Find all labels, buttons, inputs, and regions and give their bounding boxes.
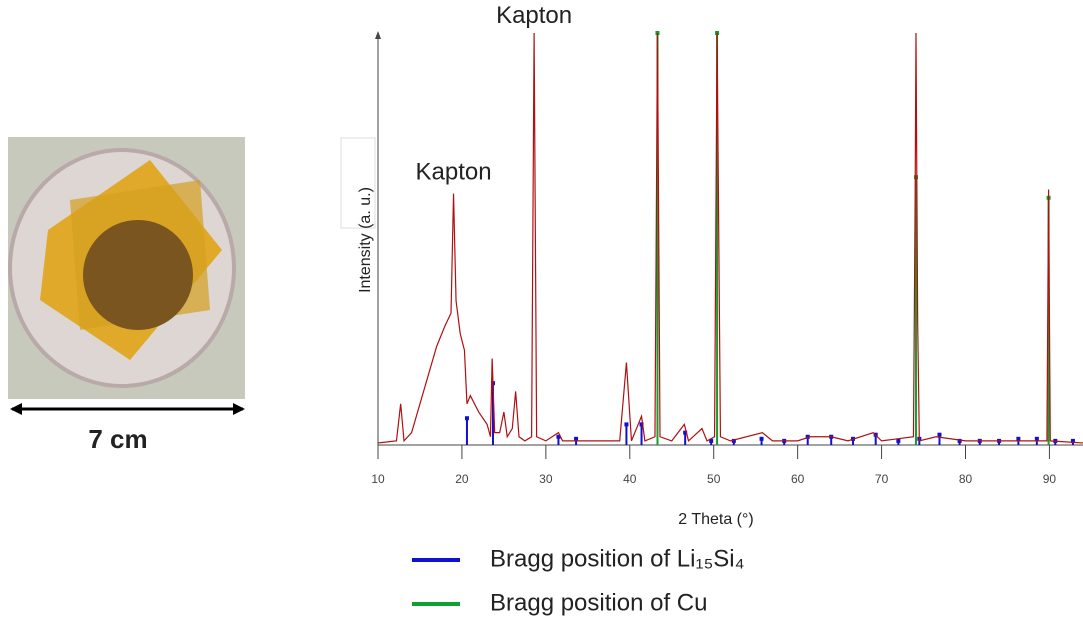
bragg-dot bbox=[556, 434, 561, 439]
bragg-dot bbox=[683, 430, 688, 435]
bragg-dot bbox=[937, 432, 942, 437]
y-axis-arrow bbox=[375, 31, 381, 39]
x-tick-label: 50 bbox=[707, 472, 721, 486]
x-tick-label: 40 bbox=[623, 472, 637, 486]
legend-label: Bragg position of Li₁₅Si₄ bbox=[490, 545, 744, 572]
x-tick-label: 70 bbox=[875, 472, 889, 486]
bragg-dot bbox=[913, 175, 918, 180]
bragg-dot bbox=[624, 422, 629, 427]
bragg-dot bbox=[639, 422, 644, 427]
bragg-dot bbox=[464, 416, 469, 421]
annotation: Kapton bbox=[496, 2, 572, 29]
pattern-line bbox=[377, 32, 1083, 444]
x-tick-label: 20 bbox=[455, 472, 469, 486]
chart: 10 20 30 40 50 60 70 80 90 2 Theta (°) Intensity (… bbox=[340, 2, 1083, 616]
bragg-dot bbox=[1034, 436, 1039, 441]
y-label-box bbox=[340, 137, 376, 229]
annotation: Kapton bbox=[415, 158, 491, 185]
x-axis-title: 2 Theta (°) bbox=[678, 511, 753, 528]
sample-photo: 7 cm bbox=[8, 137, 245, 454]
bragg-dot bbox=[759, 436, 764, 441]
bragg-dot bbox=[1070, 438, 1075, 443]
bragg-dot bbox=[709, 438, 714, 443]
bragg-dot bbox=[805, 434, 810, 439]
bragg-dot bbox=[574, 436, 579, 441]
x-tick-label: 10 bbox=[371, 472, 385, 486]
x-tick-label: 60 bbox=[791, 472, 805, 486]
x-tick-label: 30 bbox=[539, 472, 553, 486]
legend-label: Bragg position of Cu bbox=[490, 589, 707, 616]
x-tick-label: 90 bbox=[1043, 472, 1057, 486]
y-axis-title: Intensity (a. u.) bbox=[357, 187, 374, 293]
bragg-dot bbox=[731, 438, 736, 443]
bragg-dot bbox=[957, 438, 962, 443]
x-tick-label: 80 bbox=[959, 472, 973, 486]
bragg-dot bbox=[896, 438, 901, 443]
scale-label: 7 cm bbox=[88, 424, 147, 454]
bragg-dot bbox=[1016, 436, 1021, 441]
